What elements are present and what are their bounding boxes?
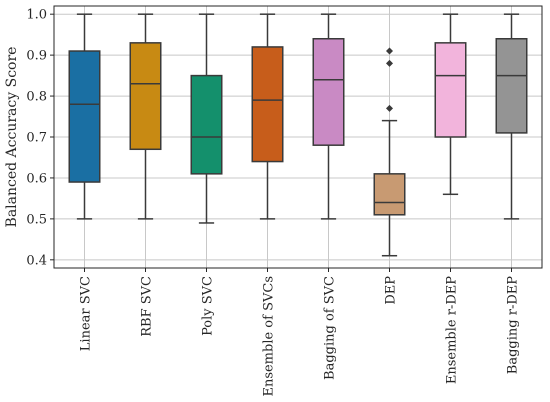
box-series	[68, 13, 528, 257]
box-iqr	[312, 38, 345, 146]
y-tick-label: 0.9	[26, 49, 47, 64]
box-group	[373, 47, 406, 257]
x-axis-ticks: Linear SVC RBF SVC Poly SVC Ensemble of SVC…	[79, 268, 521, 397]
x-tick-label: Ensemble r-DEP	[445, 276, 460, 384]
y-tick-label: 1.0	[26, 8, 47, 23]
y-tick-label: 0.4	[26, 253, 47, 268]
x-tick-label: Ensemble of SVCs	[262, 276, 277, 397]
y-tick-label: 0.8	[26, 90, 47, 105]
outlier-point	[386, 59, 393, 67]
box-iqr	[68, 50, 101, 183]
box-group	[495, 13, 528, 220]
grid	[54, 6, 542, 268]
box-group	[434, 13, 467, 196]
y-axis-label: Balanced Accuracy Score	[4, 47, 20, 228]
box-group	[129, 13, 162, 220]
outlier-point	[386, 104, 393, 112]
box-iqr	[373, 173, 406, 216]
x-tick-label: Bagging r-DEP	[506, 276, 521, 374]
outlier-point	[386, 47, 393, 55]
box-group	[251, 13, 284, 220]
y-tick-label: 0.5	[26, 212, 47, 227]
box-group	[312, 13, 345, 220]
box-iqr	[495, 38, 528, 134]
box-iqr	[129, 42, 162, 151]
x-tick-label: RBF SVC	[140, 276, 155, 337]
x-tick-label: Linear SVC	[79, 276, 94, 351]
x-tick-label: Bagging of SVC	[323, 276, 338, 380]
box-iqr	[434, 42, 467, 138]
box-iqr	[190, 74, 223, 175]
box-iqr	[251, 46, 284, 163]
box-group	[68, 13, 101, 220]
x-tick-label: Poly SVC	[201, 276, 216, 336]
x-tick-label: DEP	[384, 276, 399, 305]
y-tick-label: 0.6	[26, 171, 47, 186]
y-axis-ticks: 0.4 0.5 0.6 0.7 0.8 0.9 1.0	[26, 8, 54, 268]
y-tick-label: 0.7	[26, 131, 47, 146]
box-group	[190, 13, 223, 224]
